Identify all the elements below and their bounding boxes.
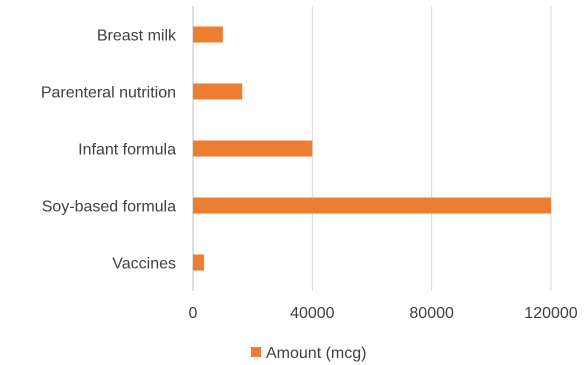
category-label: Parenteral nutrition	[41, 85, 176, 102]
bar-breast-milk	[193, 26, 223, 43]
x-tick-label: 120000	[524, 305, 577, 322]
bar-parenteral-nutrition	[193, 83, 243, 100]
bar-soy-based-formula	[193, 197, 551, 214]
x-tick-label: 40000	[290, 305, 335, 322]
bar-infant-formula	[193, 140, 313, 157]
bars	[193, 26, 551, 271]
category-labels: Breast milk Parenteral nutrition Infant fo…	[41, 28, 177, 273]
x-tick-label: 80000	[409, 305, 454, 322]
category-label: Soy-based formula	[42, 199, 176, 216]
legend-swatch	[251, 347, 261, 357]
category-label: Infant formula	[78, 142, 176, 159]
bar-vaccines	[193, 254, 205, 271]
x-tick-label: 0	[189, 305, 198, 322]
legend-label: Amount (mcg)	[266, 345, 366, 362]
category-label: Vaccines	[112, 256, 176, 273]
x-axis-tick-labels: 0 40000 80000 120000	[189, 305, 578, 322]
legend: Amount (mcg)	[251, 345, 366, 362]
category-label: Breast milk	[97, 28, 177, 45]
